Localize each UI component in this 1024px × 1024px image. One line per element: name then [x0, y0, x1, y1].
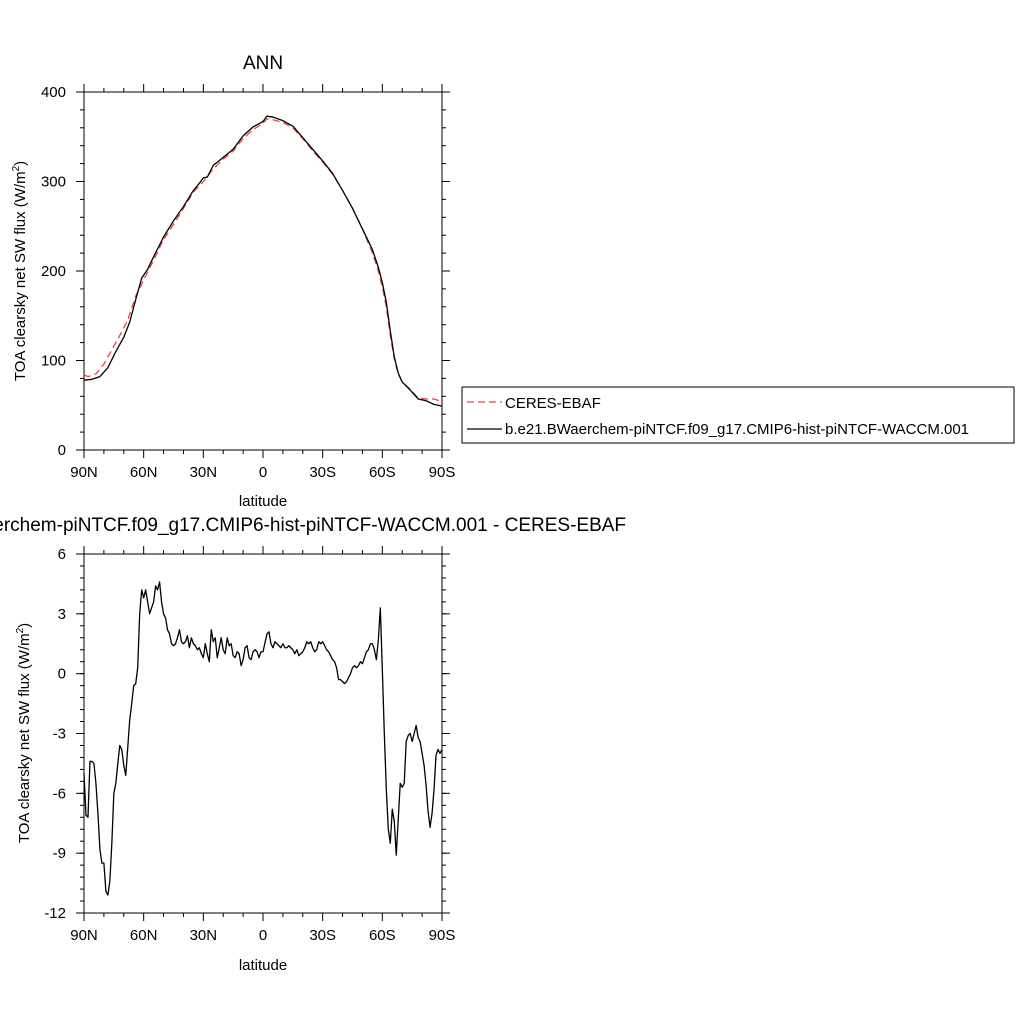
- bottom-y-tick-label: -3: [53, 726, 66, 743]
- top-x-tick-label: 30S: [309, 464, 336, 481]
- top-x-tick-label: 90N: [70, 464, 98, 481]
- bottom-series-lines: [83, 581, 443, 896]
- bottom-y-tick-label: -6: [53, 785, 66, 802]
- top-x-tick-label: 60N: [130, 464, 158, 481]
- top-series-line-model: [83, 115, 443, 407]
- bottom-series-line-model: [83, 581, 443, 896]
- bottom-x-tick-label: 30S: [309, 927, 336, 944]
- top-x-axis-label: latitude: [239, 493, 287, 510]
- legend-model-label: b.e21.BWaerchem-piNTCF.f09_g17.CMIP6-his…: [505, 421, 969, 438]
- top-series-line-ceres-ebaf: [83, 118, 443, 403]
- bottom-x-tick-label: 30N: [190, 927, 218, 944]
- top-y-tick-label: 0: [58, 442, 66, 459]
- bottom-x-tick-label: 60N: [130, 927, 158, 944]
- bottom-axis-ticks: 90N 60N 30N 0 30S 60S 90S -12 -9 -6 -3 0 3 6: [44, 546, 455, 944]
- bottom-y-tick-label: 3: [58, 606, 66, 623]
- top-y-tick-label: 400: [41, 84, 66, 101]
- top-x-tick-label: 0: [259, 464, 267, 481]
- bottom-x-axis-label: latitude: [239, 957, 287, 974]
- bottom-y-tick-label: -12: [44, 905, 66, 922]
- legend-box: [461, 386, 1015, 444]
- bottom-x-tick-label: 90S: [429, 927, 456, 944]
- top-panel: ANN 90N 60N 30N 0 30S 60S 90S 0 100 200 300 400 lat…: [11, 53, 455, 510]
- bottom-y-tick-label: 0: [58, 666, 66, 683]
- bottom-x-tick-label: 0: [259, 927, 267, 944]
- bottom-x-tick-label: 90N: [70, 927, 98, 944]
- top-axis-ticks: 90N 60N 30N 0 30S 60S 90S 0 100 200 300 400: [41, 84, 455, 481]
- top-y-tick-label: 100: [41, 353, 66, 370]
- top-series-lines: [83, 115, 443, 407]
- top-x-tick-label: 30N: [190, 464, 218, 481]
- top-x-tick-label: 90S: [429, 464, 456, 481]
- bottom-y-axis-label: TOA clearsky net SW flux (W/m2): [15, 623, 33, 843]
- bottom-plot-frame: [83, 553, 443, 914]
- bottom-panel: b.e21.BWaerchem-piNTCF.f09_g17.CMIP6-his…: [0, 515, 626, 974]
- top-y-tick-label: 300: [41, 174, 66, 191]
- bottom-x-tick-label: 60S: [369, 927, 396, 944]
- top-plot-frame: [83, 91, 443, 451]
- top-y-axis-label: TOA clearsky net SW flux (W/m2): [11, 161, 29, 381]
- legend-ceres-label: CERES-EBAF: [505, 395, 601, 412]
- top-x-tick-label: 60S: [369, 464, 396, 481]
- top-chart-title: ANN: [243, 53, 283, 74]
- top-y-tick-label: 200: [41, 263, 66, 280]
- legend: CERES-EBAF b.e21.BWaerchem-piNTCF.f09_g1…: [461, 386, 1015, 444]
- bottom-y-tick-label: -9: [53, 845, 66, 862]
- bottom-chart-title: b.e21.BWaerchem-piNTCF.f09_g17.CMIP6-his…: [0, 515, 626, 536]
- bottom-y-tick-label: 6: [58, 546, 66, 563]
